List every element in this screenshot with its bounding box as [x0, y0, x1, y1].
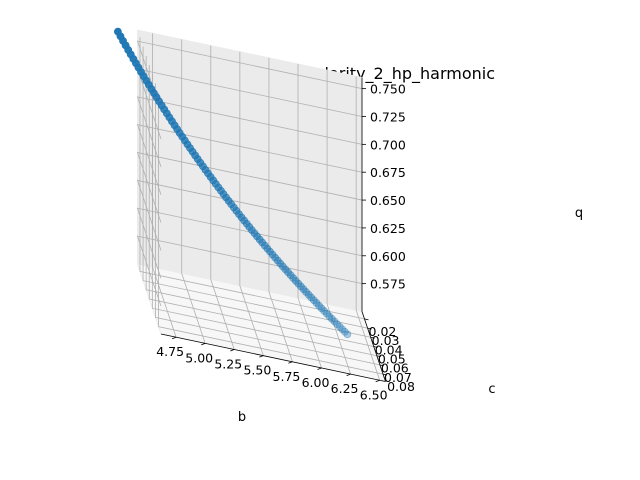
z-gridline [136, 207, 363, 279]
x-axis-label: b [238, 410, 246, 425]
y-gridline [148, 65, 374, 347]
y-gridline [158, 92, 384, 375]
x-gridline [326, 70, 351, 375]
scatter-point [328, 314, 336, 323]
x-tick-mark [259, 355, 264, 358]
z-gridline [136, 152, 363, 223]
scatter-point [304, 290, 313, 299]
scatter-point [317, 304, 326, 313]
back-pane [137, 29, 363, 312]
y-tick-label: 0.03 [372, 333, 400, 348]
z-gridline [136, 179, 363, 251]
y-tick-label: 0.06 [381, 361, 409, 376]
y-tick-label: 0.05 [378, 352, 406, 367]
scatter-point [309, 296, 318, 305]
x-tick-label: 5.25 [214, 357, 242, 372]
x-gridline [355, 76, 381, 381]
z-tick-label: 0.650 [370, 193, 406, 208]
x-tick-label: 5.50 [243, 363, 271, 378]
point-cloud [113, 27, 352, 339]
y-axis-label: c [488, 382, 495, 397]
axes-panes [136, 29, 387, 383]
z-tick-label: 0.600 [370, 249, 406, 264]
x-tick-label: 5.00 [185, 350, 213, 365]
scatter-point [338, 325, 347, 334]
scatter-point [113, 27, 122, 36]
y-tick-mark [373, 346, 378, 348]
scatter-point [312, 299, 321, 307]
x-gridline [297, 63, 322, 369]
scatter-point [330, 317, 339, 326]
z-gridline [136, 124, 363, 195]
x-axis-line [160, 333, 386, 382]
x-gridline [210, 45, 235, 350]
scatter-point [335, 322, 344, 331]
z-axis-label: q [575, 206, 583, 221]
y-ticks: 0.020.030.040.050.060.070.08 [364, 318, 415, 394]
scatter-point [343, 330, 352, 339]
scatter-point [302, 288, 310, 296]
y-tick-mark [382, 373, 388, 376]
y-tick-mark [364, 318, 369, 321]
z-tick-label: 0.575 [370, 277, 406, 292]
y-tick-mark [370, 336, 375, 339]
x-tick-label: 6.25 [331, 381, 359, 396]
y-tick-label: 0.02 [369, 324, 397, 339]
z-tick-label: 0.700 [370, 137, 406, 152]
scatter-point [315, 301, 323, 310]
x-ticks: 4.75 5.00 5.25 5.50 5.75 6.00 6.25 6.50 [156, 336, 388, 402]
scatter-point [322, 309, 331, 318]
x-tick-mark [171, 336, 177, 340]
z-tick-label: 0.750 [370, 82, 406, 97]
y-tick-label: 0.08 [387, 379, 415, 394]
x-tick-label: 6.50 [360, 387, 388, 402]
x-gridline [239, 51, 264, 356]
x-tick-label: 4.75 [156, 344, 184, 359]
x-tick-mark [230, 349, 235, 352]
y-tick-mark [379, 364, 385, 367]
z-tick-label: 0.625 [370, 221, 406, 236]
x-tick-label: 5.75 [273, 369, 301, 384]
x-gridline [181, 39, 206, 344]
x-tick-mark [346, 373, 351, 376]
x-tick-mark [288, 361, 293, 364]
scatter-point [320, 307, 329, 315]
scatter-point [325, 312, 334, 321]
x-gridline [268, 57, 293, 362]
x-tick-mark [317, 367, 322, 370]
z-tick-label: 0.725 [370, 110, 406, 125]
y-tick-mark [367, 327, 372, 330]
x-tick-mark [375, 379, 380, 383]
z-gridline [136, 96, 363, 167]
y-gridline [142, 46, 368, 329]
y-gridline [155, 83, 381, 366]
axes-gridlines [136, 33, 384, 381]
scatter-point [340, 327, 349, 336]
z-ticks: 0.575 0.600 0.625 0.650 0.675 0.700 0.725 0.750 [362, 82, 406, 292]
y-tick-mark [376, 355, 381, 358]
scatter-point [333, 320, 341, 328]
y-gridline [145, 55, 371, 338]
y-tick-label: 0.04 [375, 342, 403, 357]
y-tick-label: 0.07 [384, 370, 412, 385]
x-tick-label: 6.00 [302, 375, 330, 390]
y-gridline [139, 37, 365, 320]
z-tick-label: 0.675 [370, 165, 406, 180]
y-gridline [151, 74, 377, 357]
x-tick-mark [201, 342, 206, 346]
scatter-point [307, 293, 316, 302]
